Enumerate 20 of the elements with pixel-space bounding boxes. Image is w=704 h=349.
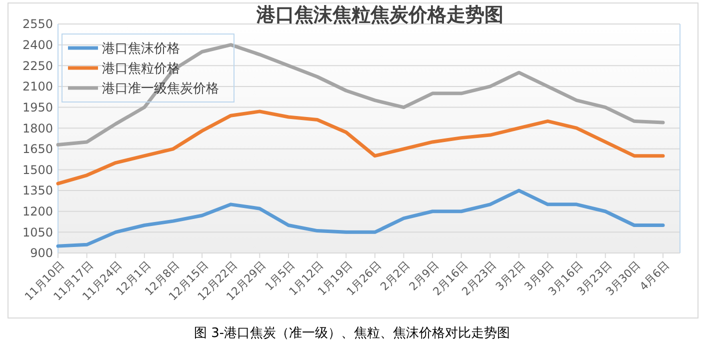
- line-series: [56, 43, 665, 146]
- legend-label: 港口焦沫价格: [102, 42, 180, 57]
- caption: 图 3-港口焦炭（准一级）、焦粒、焦沫价格对比走势图: [194, 326, 510, 341]
- y-tick-label: 2550: [22, 17, 53, 32]
- line-series: [56, 188, 665, 248]
- line-series: [56, 110, 665, 186]
- chart-title: 港口焦沫焦粒焦炭价格走势图: [256, 4, 504, 26]
- y-tick-label: 1200: [22, 204, 53, 219]
- y-tick-label: 1650: [22, 142, 53, 156]
- legend-label: 港口准一级焦炭价格: [102, 82, 219, 97]
- legend-label: 港口焦粒价格: [102, 62, 180, 77]
- y-tick-label: 1800: [22, 121, 53, 136]
- y-tick-label: 2400: [22, 38, 53, 52]
- y-tick-label: 2100: [22, 80, 53, 94]
- y-tick-label: 900: [30, 246, 53, 260]
- y-tick-label: 1500: [22, 162, 53, 177]
- y-tick-label: 2250: [22, 58, 53, 73]
- y-tick-label: 1950: [22, 100, 53, 114]
- y-tick-label: 1350: [22, 184, 53, 198]
- y-tick-label: 1050: [22, 225, 53, 240]
